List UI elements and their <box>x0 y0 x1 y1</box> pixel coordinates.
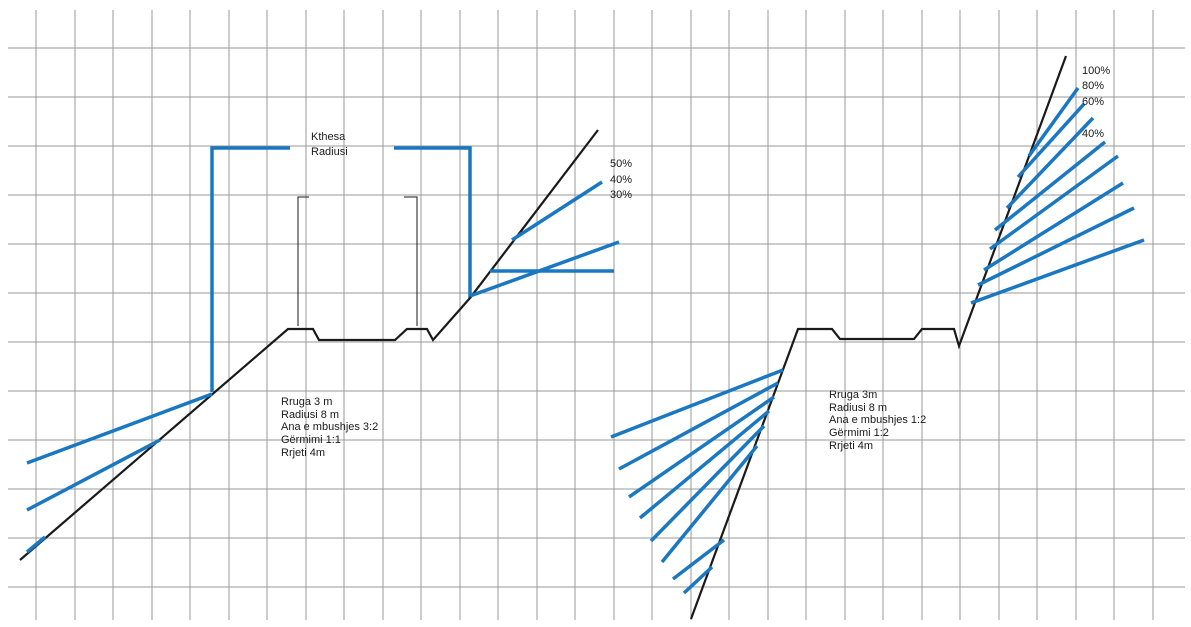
ground-line-left <box>19 129 599 561</box>
note-line: Rruga 3m <box>829 389 878 401</box>
slope-label-80: 80% <box>1082 80 1105 92</box>
cut-slope-line <box>983 181 1124 272</box>
radius-label: Radiusi <box>311 146 348 158</box>
fill-slope-line <box>660 444 759 564</box>
fill-slope-line <box>26 392 213 465</box>
left-section <box>19 129 620 561</box>
slope-label-60: 60% <box>1082 96 1105 108</box>
grid <box>8 10 1185 620</box>
fill-slope-line <box>610 368 784 439</box>
ground-line-right <box>689 55 1068 620</box>
note-line: Radiusi 8 m <box>281 408 340 421</box>
cut-slope-line <box>1016 102 1086 179</box>
fill-slope-line <box>682 565 714 595</box>
note-line: Gërmimi 1:2 <box>829 426 889 439</box>
fill-slope-line <box>26 438 161 512</box>
curve-label: Kthesa <box>311 131 346 143</box>
cut-slope-line <box>511 180 603 242</box>
right-notes: Rruga 3m Radiusi 8 m Ana e mbushjes 1:2 … <box>829 389 926 452</box>
note-line: Radiusi 8 m <box>829 401 888 414</box>
cut-slope-line <box>993 140 1107 232</box>
slope-label-50: 50% <box>610 158 633 170</box>
radius-bracket <box>404 196 418 326</box>
note-line: Rrjeti 4m <box>829 439 874 452</box>
cut-slope-line <box>977 206 1135 287</box>
radius-bracket <box>297 196 309 326</box>
cut-slope-line <box>469 240 620 298</box>
curve-bracket-left <box>210 146 290 392</box>
slope-label-30: 30% <box>610 189 633 201</box>
fill-slope-line <box>649 424 766 543</box>
note-line: Rruga 3 m <box>281 396 333 408</box>
note-line: Rrjeti 4m <box>281 446 326 459</box>
note-line: Gërmimi 1:1 <box>281 433 341 446</box>
note-line: Ana e mbushjes 3:2 <box>281 421 379 434</box>
slope-label-100: 100% <box>1082 65 1111 77</box>
cut-slope-line <box>1027 86 1080 158</box>
fill-slope-line <box>618 381 779 471</box>
slope-label-40: 40% <box>1082 128 1105 140</box>
cut-slope-line <box>970 238 1145 305</box>
cut-slope-line <box>1005 116 1095 210</box>
fill-slope-line <box>628 395 775 499</box>
note-line: Ana e mbushjes 1:2 <box>829 414 927 427</box>
right-section <box>610 55 1145 620</box>
fill-slope-line <box>638 409 771 520</box>
fill-slope-line <box>25 535 47 554</box>
fill-slope-line <box>671 538 726 581</box>
curve-bracket-right <box>394 146 472 298</box>
slope-label-40: 40% <box>610 174 633 186</box>
cut-slope-line <box>988 154 1120 251</box>
left-notes: Rruga 3 m Radiusi 8 m Ana e mbushjes 3:2… <box>281 396 378 459</box>
